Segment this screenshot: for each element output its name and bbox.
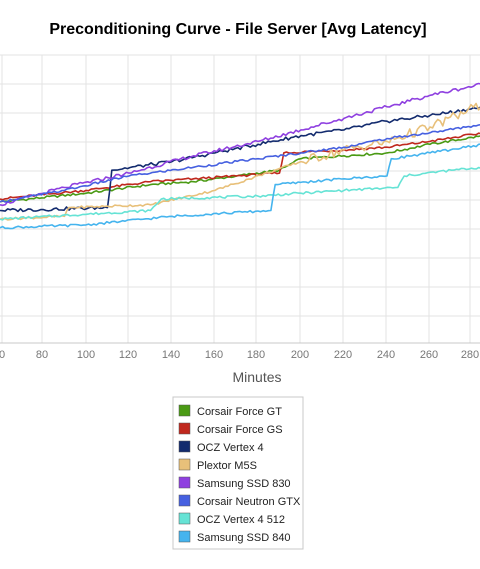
x-tick-label: 280 — [461, 349, 479, 361]
x-tick-label: 140 — [162, 349, 180, 361]
legend-label: OCZ Vertex 4 — [197, 442, 264, 454]
series-line-samsung-ssd-830 — [0, 82, 480, 207]
legend-swatch — [178, 404, 191, 417]
x-tick-label: 80 — [36, 349, 48, 361]
legend-swatch — [178, 440, 191, 453]
x-axis-label: Minutes — [232, 369, 281, 385]
series-line-plextor-m5s — [0, 102, 480, 221]
x-tick-label: 220 — [334, 349, 352, 361]
series-lines — [0, 82, 480, 230]
legend-label: Plextor M5S — [197, 460, 257, 472]
x-tick-label: 180 — [247, 349, 265, 361]
grid — [0, 54, 480, 344]
legend-swatch — [178, 494, 191, 507]
series-line-corsair-force-gs — [0, 132, 480, 201]
series-line-samsung-ssd-840 — [0, 143, 480, 230]
x-tick-label: 0 — [0, 349, 5, 361]
x-axis-ticks: 0 80 100 120 140 160 180 200 220 240 260 280 — [0, 349, 479, 361]
legend-swatch — [178, 530, 191, 543]
legend-label: Samsung SSD 830 — [197, 478, 291, 490]
x-tick-label: 200 — [291, 349, 309, 361]
legend: Corsair Force GT Corsair Force GS OCZ Vert… — [172, 396, 304, 550]
x-tick-label: 120 — [119, 349, 137, 361]
legend-label: Samsung SSD 840 — [197, 532, 291, 544]
legend-label: OCZ Vertex 4 512 — [197, 514, 285, 526]
series-line-ocz-vertex-4-512 — [0, 166, 480, 221]
x-tick-label: 160 — [205, 349, 223, 361]
series-line-corsair-neutron-gtx — [0, 123, 480, 203]
legend-swatch — [178, 458, 191, 471]
x-tick-label: 240 — [377, 349, 395, 361]
legend-swatch — [178, 512, 191, 525]
legend-box — [172, 396, 304, 550]
legend-label: Corsair Force GT — [197, 406, 282, 418]
legend-swatch — [178, 422, 191, 435]
legend-label: Corsair Force GS — [197, 424, 283, 436]
legend-swatch — [178, 476, 191, 489]
chart-title: Preconditioning Curve - File Server [Avg… — [49, 21, 426, 38]
legend-label: Corsair Neutron GTX — [197, 496, 301, 508]
series-line-corsair-force-gt — [0, 135, 480, 203]
series-line-ocz-vertex-4 — [0, 106, 480, 213]
x-tick-label: 260 — [420, 349, 438, 361]
x-tick-label: 100 — [77, 349, 95, 361]
